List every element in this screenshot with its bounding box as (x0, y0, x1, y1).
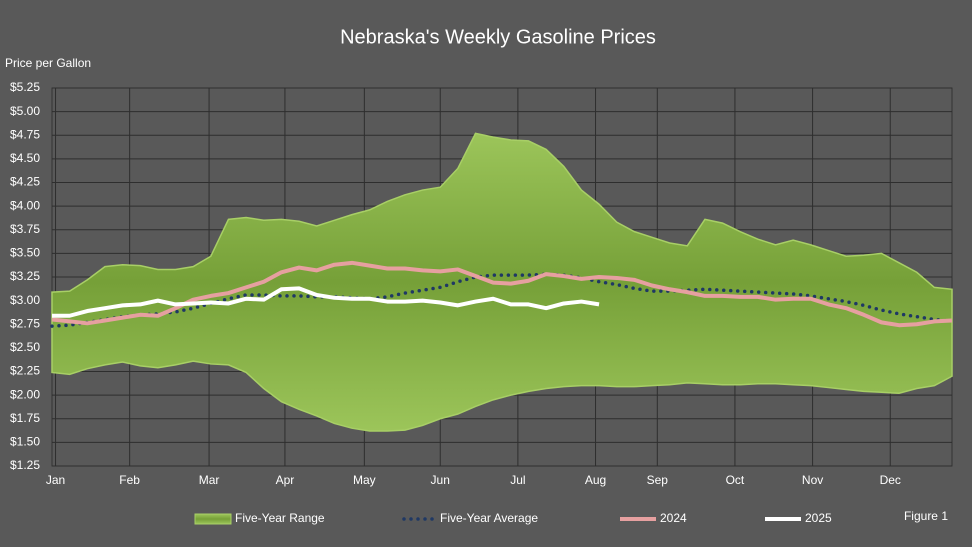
x-tick-label: Feb (119, 473, 140, 487)
y-tick-label: $2.25 (10, 364, 40, 378)
line-2 (51, 260, 953, 328)
y-tick-label: $2.50 (10, 340, 40, 354)
y-tick-label: $4.00 (10, 198, 40, 212)
y-tick-label: $1.50 (10, 435, 40, 449)
legend-swatch (194, 513, 232, 525)
y-tick-label: $5.25 (10, 80, 40, 94)
y-tick-label: $4.25 (10, 175, 40, 189)
legend-label: Five-Year Range (235, 511, 325, 525)
x-tick-label: Jul (510, 473, 525, 487)
legend-label: 2025 (805, 511, 832, 525)
legend-label: Five-Year Average (440, 511, 538, 525)
y-tick-label: $3.00 (10, 293, 40, 307)
x-tick-label: Sep (647, 473, 669, 487)
x-tick-label: Mar (199, 473, 220, 487)
y-tick-label: $3.25 (10, 269, 40, 283)
legend-label: 2024 (660, 511, 687, 525)
y-tick-label: $4.50 (10, 151, 40, 165)
y-tick-label: $3.50 (10, 246, 40, 260)
x-tick-label: Oct (726, 473, 745, 487)
y-tick-label: $1.25 (10, 458, 40, 472)
y-tick-label: $3.75 (10, 222, 40, 236)
y-tick-label: $4.75 (10, 127, 40, 141)
y-tick-label: $2.00 (10, 387, 40, 401)
x-tick-label: Dec (880, 473, 901, 487)
y-tick-label: $1.75 (10, 411, 40, 425)
x-tick-label: Jan (46, 473, 65, 487)
x-tick-label: Aug (585, 473, 606, 487)
chart-title: Nebraska's Weekly Gasoline Prices (340, 26, 656, 48)
figure-label: Figure 1 (904, 509, 948, 523)
line-1 (50, 272, 954, 328)
line-3 (52, 286, 600, 318)
x-tick-label: Jun (431, 473, 450, 487)
x-tick-label: Apr (276, 473, 295, 487)
y-axis-label: Price per Gallon (5, 56, 91, 70)
x-tick-label: May (353, 473, 376, 487)
y-tick-label: $5.00 (10, 104, 40, 118)
y-tick-label: $2.75 (10, 316, 40, 330)
x-tick-label: Nov (802, 473, 823, 487)
